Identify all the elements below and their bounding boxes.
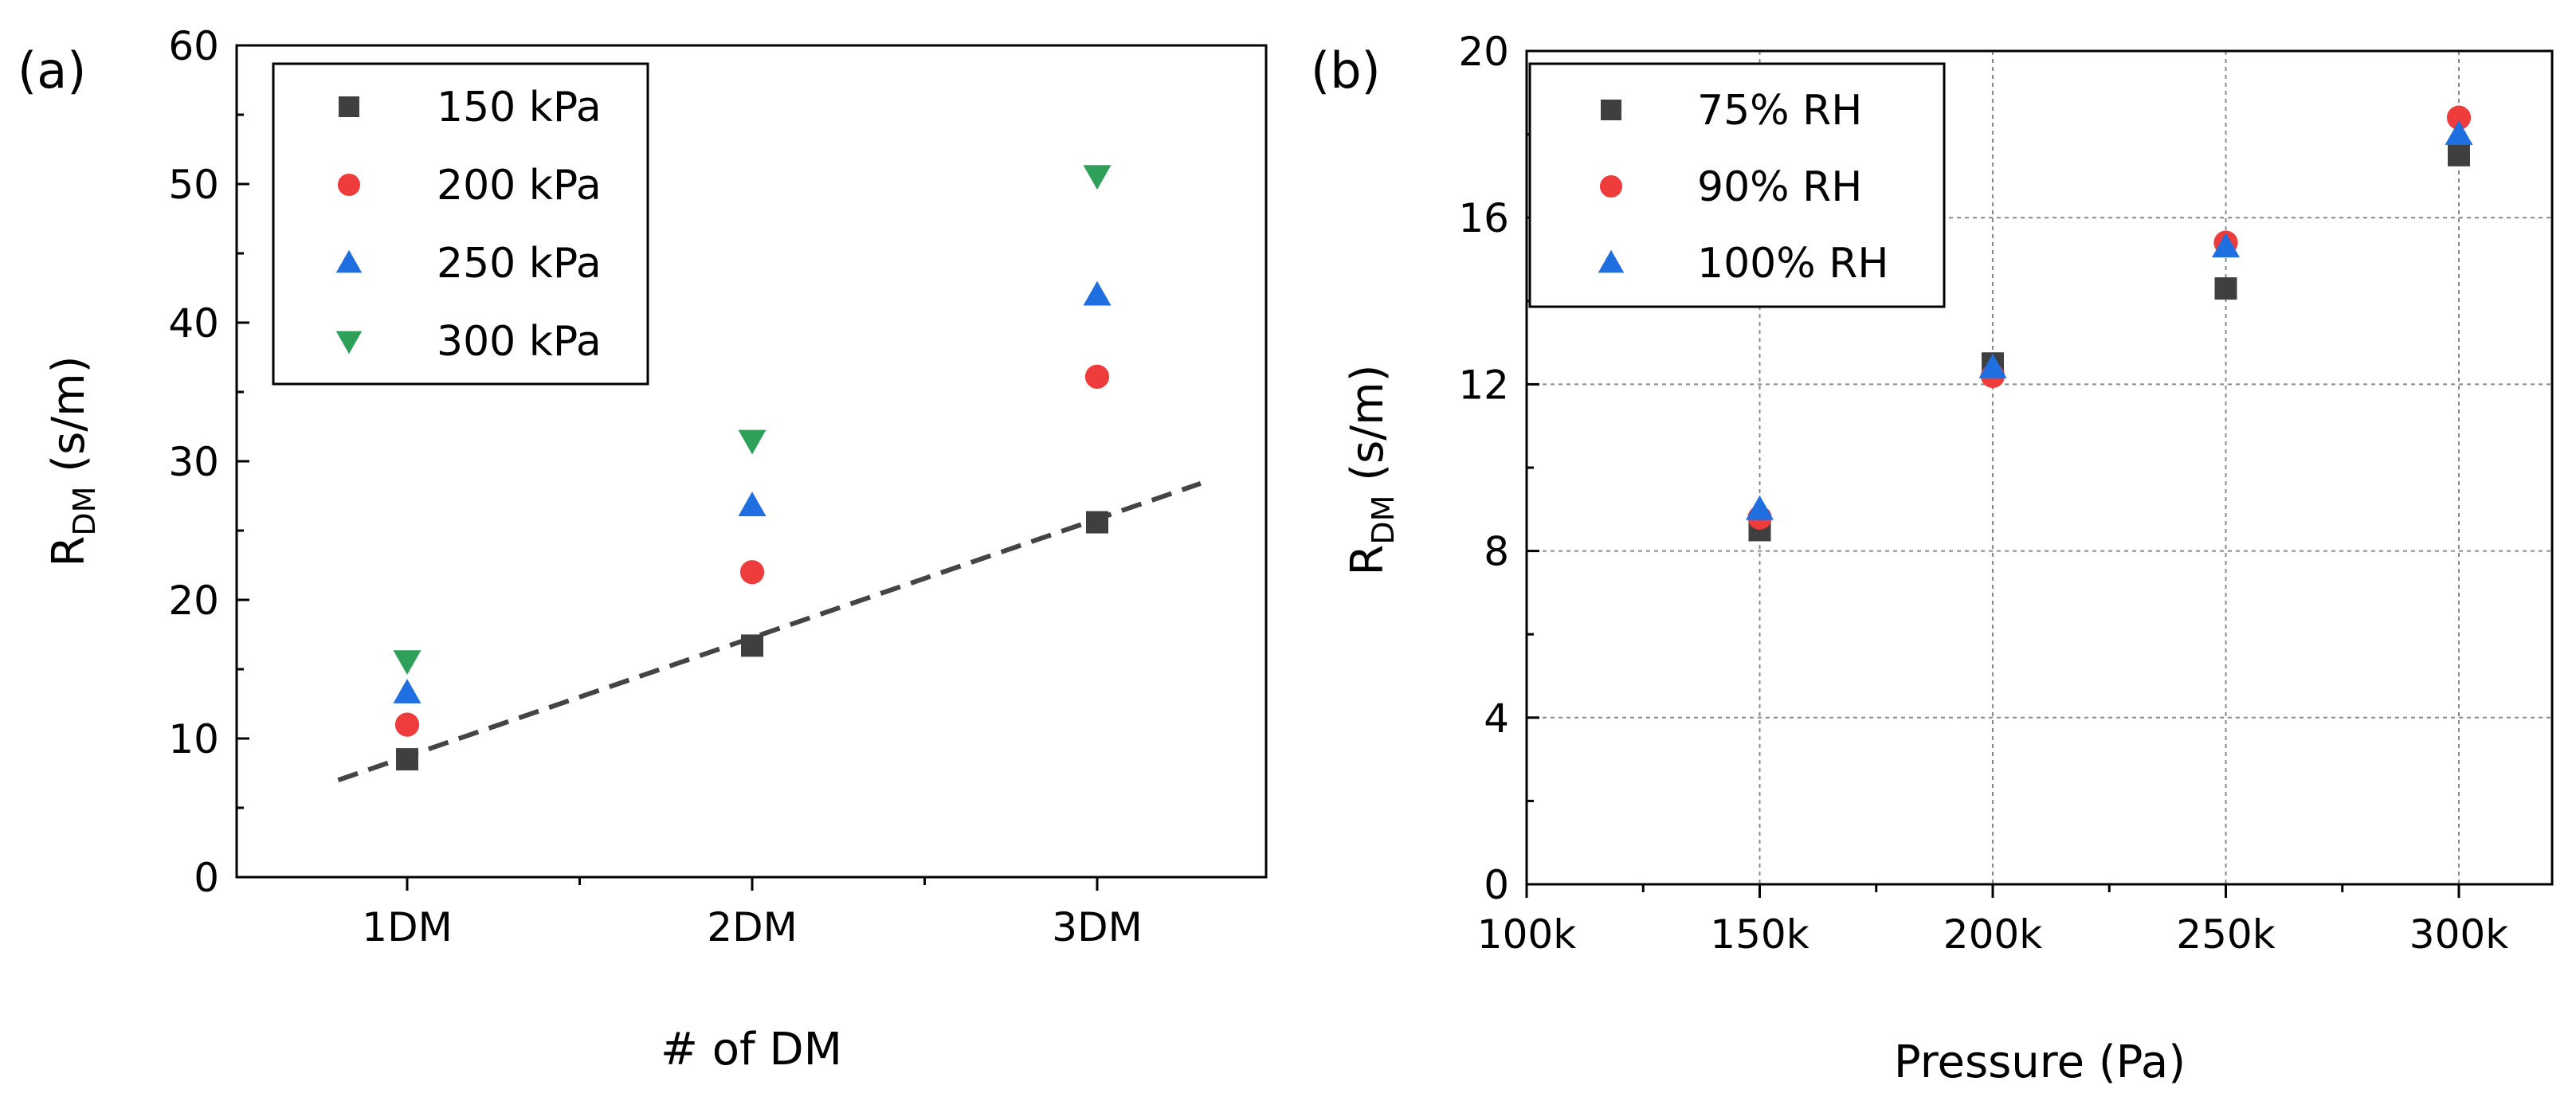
panel-b-x-tick-label: 150k <box>1710 911 1809 958</box>
panel-b-legend-frame <box>1528 62 1946 308</box>
panel-a-y-axis-title-unit: (s/m) <box>43 355 95 486</box>
panel-b-x-tick-label: 300k <box>2409 911 2508 958</box>
panel-a-point-s4-3dm <box>1083 165 1112 190</box>
panel-a-legend-marker-200-kpa <box>337 173 361 197</box>
panel-a-point-s1-2dm <box>741 634 763 657</box>
panel-a-legend-marker-250-kpa <box>335 249 363 273</box>
panel-b-x-tick-label: 100k <box>1477 911 1576 958</box>
panel-a-point-s1-1dm <box>396 748 418 771</box>
panel-b-point-s3-300k <box>2445 120 2473 145</box>
panel-a-y-tick-label: 0 <box>194 855 219 901</box>
panel-b-y-tick-label: 20 <box>1458 29 1509 75</box>
panel-b-point-s1-300k <box>2448 143 2470 167</box>
panel-a-point-s4-1dm <box>393 650 421 676</box>
panel-a-y-tick-label: 50 <box>168 162 219 208</box>
panel-a-y-tick-label: 60 <box>168 23 219 69</box>
panel-a-x-tick-label: 2DM <box>707 904 797 950</box>
panel-b-y-axis-title-unit: (s/m) <box>1342 364 1394 495</box>
panel-a-x-tick-label: 3DM <box>1052 904 1142 950</box>
panel-a-legend-label-200-kpa: 200 kPa <box>437 162 602 210</box>
panel-a-point-s4-2dm <box>738 429 767 455</box>
panel-b-y-axis-title-main: R <box>1342 545 1394 576</box>
panel-a: (a) 0 10 20 30 40 50 60 1DM 2DM 3DM 150 kPa 200 k… <box>18 23 1268 1075</box>
panel-a-y-tick-label: 30 <box>168 439 219 485</box>
panel-b-x-axis-title: Pressure (Pa) <box>1894 1036 2186 1088</box>
panel-b-point-s3-150k <box>1746 495 1774 520</box>
panel-b-y-tick-label: 0 <box>1484 862 1509 908</box>
panel-b-y-tick-label: 4 <box>1484 695 1509 742</box>
panel-a-y-axis-title-main: R <box>43 536 95 567</box>
panel-b-x-tick-label: 250k <box>2176 911 2275 958</box>
panel-b-y-axis-title-sub: DM <box>1366 496 1401 545</box>
panel-b-y-tick-label: 12 <box>1458 362 1509 408</box>
panel-a-point-s2-3dm <box>1084 364 1110 389</box>
panel-a-x-tick-label: 1DM <box>362 904 452 950</box>
panel-b-legend-label-75-rh: 75% RH <box>1697 87 1862 135</box>
panel-a-legend-label-300-kpa: 300 kPa <box>437 318 602 366</box>
panel-a-y-tick-label: 20 <box>168 578 219 624</box>
panel-a-legend-label-250-kpa: 250 kPa <box>437 240 602 288</box>
panel-a-legend-marker-300-kpa <box>335 331 363 355</box>
panel-a-legend-label-150-kpa: 150 kPa <box>437 84 602 131</box>
panel-b-label: (b) <box>1311 41 1381 100</box>
panel-a-point-s1-3dm <box>1086 511 1108 534</box>
panel-a-y-tick-label: 40 <box>168 300 219 347</box>
panel-b: (b) 0 4 8 12 16 20 100k 150k 200k 250k 300k 75% R… <box>1311 29 2554 1088</box>
panel-a-point-s3-1dm <box>393 679 421 703</box>
panel-b-point-s2-300k <box>2446 105 2472 130</box>
panel-a-y-tick-label: 10 <box>168 716 219 762</box>
panel-b-legend-marker-75-rh <box>1601 100 1621 120</box>
panel-b-y-tick-label: 8 <box>1484 529 1509 575</box>
panel-b-legend-label-90-rh: 90% RH <box>1697 163 1862 211</box>
panel-b-point-s1-250k <box>2214 277 2237 300</box>
panel-b-y-tick-label: 16 <box>1458 195 1509 241</box>
panel-a-y-axis-title-sub: DM <box>67 487 102 536</box>
panel-b-y-axis-title: RDM (s/m) <box>1342 364 1401 575</box>
panel-a-legend-marker-150-kpa <box>339 96 359 117</box>
panel-a-legend-frame <box>272 62 649 386</box>
panel-b-point-s3-250k <box>2212 233 2240 258</box>
panel-a-point-s3-2dm <box>738 492 767 516</box>
panel-a-point-s2-1dm <box>394 712 420 737</box>
panel-a-point-s3-3dm <box>1083 280 1112 306</box>
panel-a-point-s2-2dm <box>739 560 765 585</box>
panel-b-x-tick-label: 200k <box>1943 911 2042 958</box>
panel-b-point-s3-200k <box>1978 353 2007 378</box>
panel-a-x-axis-title: # of DM <box>661 1024 842 1075</box>
panel-b-legend-marker-90-rh <box>1599 174 1623 198</box>
panel-a-label: (a) <box>18 41 86 100</box>
panel-a-fit-line <box>337 481 1202 783</box>
panel-b-legend-marker-100-rh <box>1598 249 1625 273</box>
panel-a-y-axis-title: RDM (s/m) <box>43 355 102 566</box>
panel-b-legend-label-100-rh: 100% RH <box>1697 240 1888 288</box>
